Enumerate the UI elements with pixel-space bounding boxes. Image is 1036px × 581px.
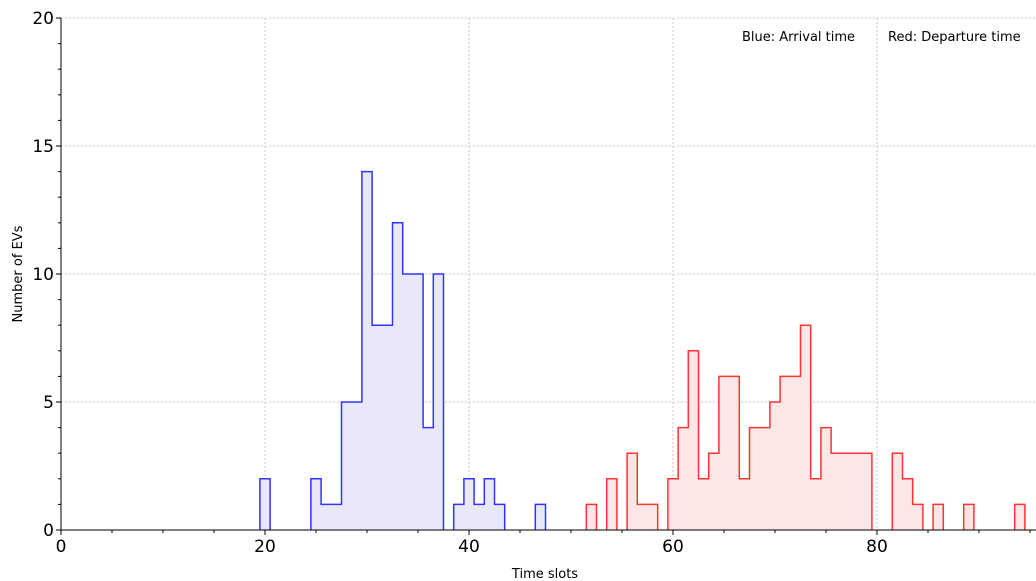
grid-lines <box>61 17 1036 530</box>
histogram-fill-arrival <box>310 171 444 530</box>
x-tick-label: 0 <box>56 537 67 557</box>
histogram-fill-departure <box>586 504 597 530</box>
x-tick-label: 80 <box>866 537 888 557</box>
x-tick-label: 20 <box>254 537 276 557</box>
legend-departure: Red: Departure time <box>888 30 1021 45</box>
histogram-outline-departure <box>962 503 975 530</box>
histogram-outline-departure <box>932 503 945 530</box>
histogram-fill-departure <box>606 478 617 530</box>
tick-layer: 0 20 40 60 80 0 5 10 15 20 <box>32 9 1031 557</box>
histogram-fill-departure <box>892 453 923 530</box>
histogram-outline-departure <box>891 452 924 530</box>
x-axis-title: Time slots <box>511 567 578 581</box>
y-axis-title: Number of EVs <box>11 225 26 322</box>
histogram-fill-departure <box>1014 504 1025 530</box>
histogram-outline-arrival <box>452 478 506 530</box>
y-tick-label: 15 <box>32 137 54 157</box>
legend-arrival: Blue: Arrival time <box>742 30 855 45</box>
histogram-outline-departure <box>626 452 659 530</box>
histogram-outline-arrival <box>310 170 445 530</box>
x-tick-label: 40 <box>458 537 480 557</box>
x-tick-label: 60 <box>662 537 684 557</box>
histogram-fill-arrival <box>535 504 546 530</box>
histogram-fill-arrival <box>259 478 271 530</box>
y-tick-label: 0 <box>43 521 54 541</box>
histogram-fill-departure <box>933 504 944 530</box>
series-layer <box>259 170 1026 530</box>
histogram-fill-departure <box>627 453 658 530</box>
y-tick-label: 5 <box>43 393 54 413</box>
histogram-outline-arrival <box>534 503 547 530</box>
histogram-outline-departure <box>605 478 618 530</box>
histogram-outline-arrival <box>259 478 271 530</box>
histogram-outline-departure <box>585 503 598 530</box>
histogram-outline-departure <box>1013 503 1026 530</box>
y-tick-label: 10 <box>32 265 54 285</box>
histogram-fill-departure <box>963 504 974 530</box>
histogram-outline-departure <box>667 324 873 530</box>
y-tick-label: 20 <box>32 9 54 29</box>
